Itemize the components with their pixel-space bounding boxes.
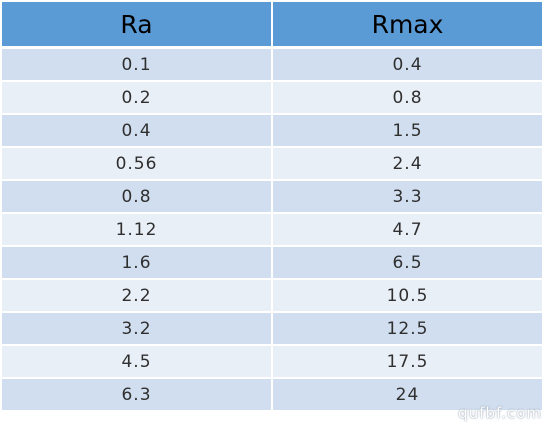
rmax-cell: 24 [273, 379, 542, 410]
rmax-cell: 0.8 [273, 82, 542, 113]
rmax-cell: 10.5 [273, 280, 542, 311]
rmax-cell: 2.4 [273, 148, 542, 179]
ra-cell: 0.2 [2, 82, 271, 113]
rmax-cell: 3.3 [273, 181, 542, 212]
ra-cell: 0.8 [2, 181, 271, 212]
rmax-cell: 12.5 [273, 313, 542, 344]
rmax-cell: 6.5 [273, 247, 542, 278]
ra-cell: 0.56 [2, 148, 271, 179]
ra-cell: 4.5 [2, 346, 271, 377]
header-rmax: Rmax [273, 2, 542, 46]
rmax-cell: 1.5 [273, 115, 542, 146]
table-row: 1.12 4.7 [2, 214, 542, 245]
ra-cell: 6.3 [2, 379, 271, 410]
table-header-row: Ra Rmax [2, 2, 542, 46]
ra-cell: 0.1 [2, 49, 271, 80]
table-row: 0.56 2.4 [2, 148, 542, 179]
table-row: 0.2 0.8 [2, 82, 542, 113]
ra-cell: 3.2 [2, 313, 271, 344]
table-row: 0.8 3.3 [2, 181, 542, 212]
table-row: 0.4 1.5 [2, 115, 542, 146]
rmax-cell: 17.5 [273, 346, 542, 377]
rmax-cell: 4.7 [273, 214, 542, 245]
table-row: 6.3 24 [2, 379, 542, 410]
ra-cell: 1.6 [2, 247, 271, 278]
table-row: 1.6 6.5 [2, 247, 542, 278]
ra-rmax-table: Ra Rmax 0.1 0.4 0.2 0.8 0.4 1.5 0.56 2.4… [2, 2, 542, 412]
table-row: 2.2 10.5 [2, 280, 542, 311]
ra-cell: 2.2 [2, 280, 271, 311]
table-row: 3.2 12.5 [2, 313, 542, 344]
table-row: 4.5 17.5 [2, 346, 542, 377]
watermark-text: qufbf.com [458, 404, 542, 422]
table-row: 0.1 0.4 [2, 49, 542, 80]
ra-cell: 1.12 [2, 214, 271, 245]
header-ra: Ra [2, 2, 271, 46]
rmax-cell: 0.4 [273, 49, 542, 80]
ra-cell: 0.4 [2, 115, 271, 146]
